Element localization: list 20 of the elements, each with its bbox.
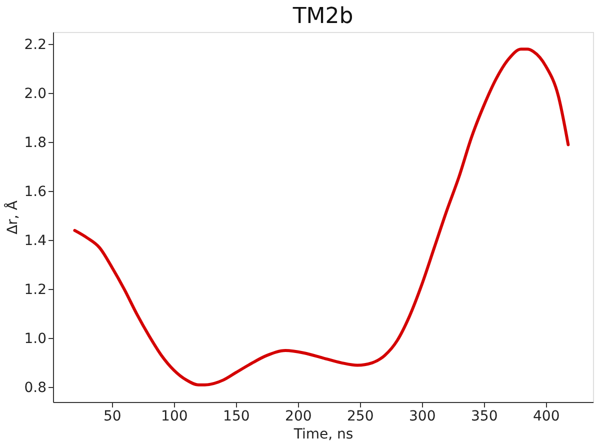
x-tick-label: 400 <box>533 408 560 424</box>
y-tick-label: 1.8 <box>24 134 46 151</box>
x-tick-label: 350 <box>471 408 498 424</box>
x-axis-title: Time, ns <box>292 426 354 442</box>
x-tick-label: 200 <box>285 408 312 424</box>
y-tick-label: 1.0 <box>24 330 46 347</box>
line-series <box>73 48 570 386</box>
x-tick-label: 250 <box>347 408 374 424</box>
x-tick-label: 300 <box>409 408 436 424</box>
y-tick-label: 1.4 <box>24 232 47 249</box>
chart-title: TM2b <box>292 4 354 29</box>
x-tick-label: 100 <box>161 408 188 424</box>
y-tick-label: 1.2 <box>24 282 46 298</box>
y-tick-label: 2.2 <box>24 36 46 53</box>
x-tick-label: 150 <box>223 408 250 424</box>
y-tick-label: 0.8 <box>24 380 46 396</box>
y-axis-title: Δr, Å <box>4 200 22 234</box>
y-tick-label: 2.0 <box>24 86 46 102</box>
y-tick-label: 1.6 <box>24 184 47 200</box>
x-tick-label: 50 <box>103 408 122 424</box>
